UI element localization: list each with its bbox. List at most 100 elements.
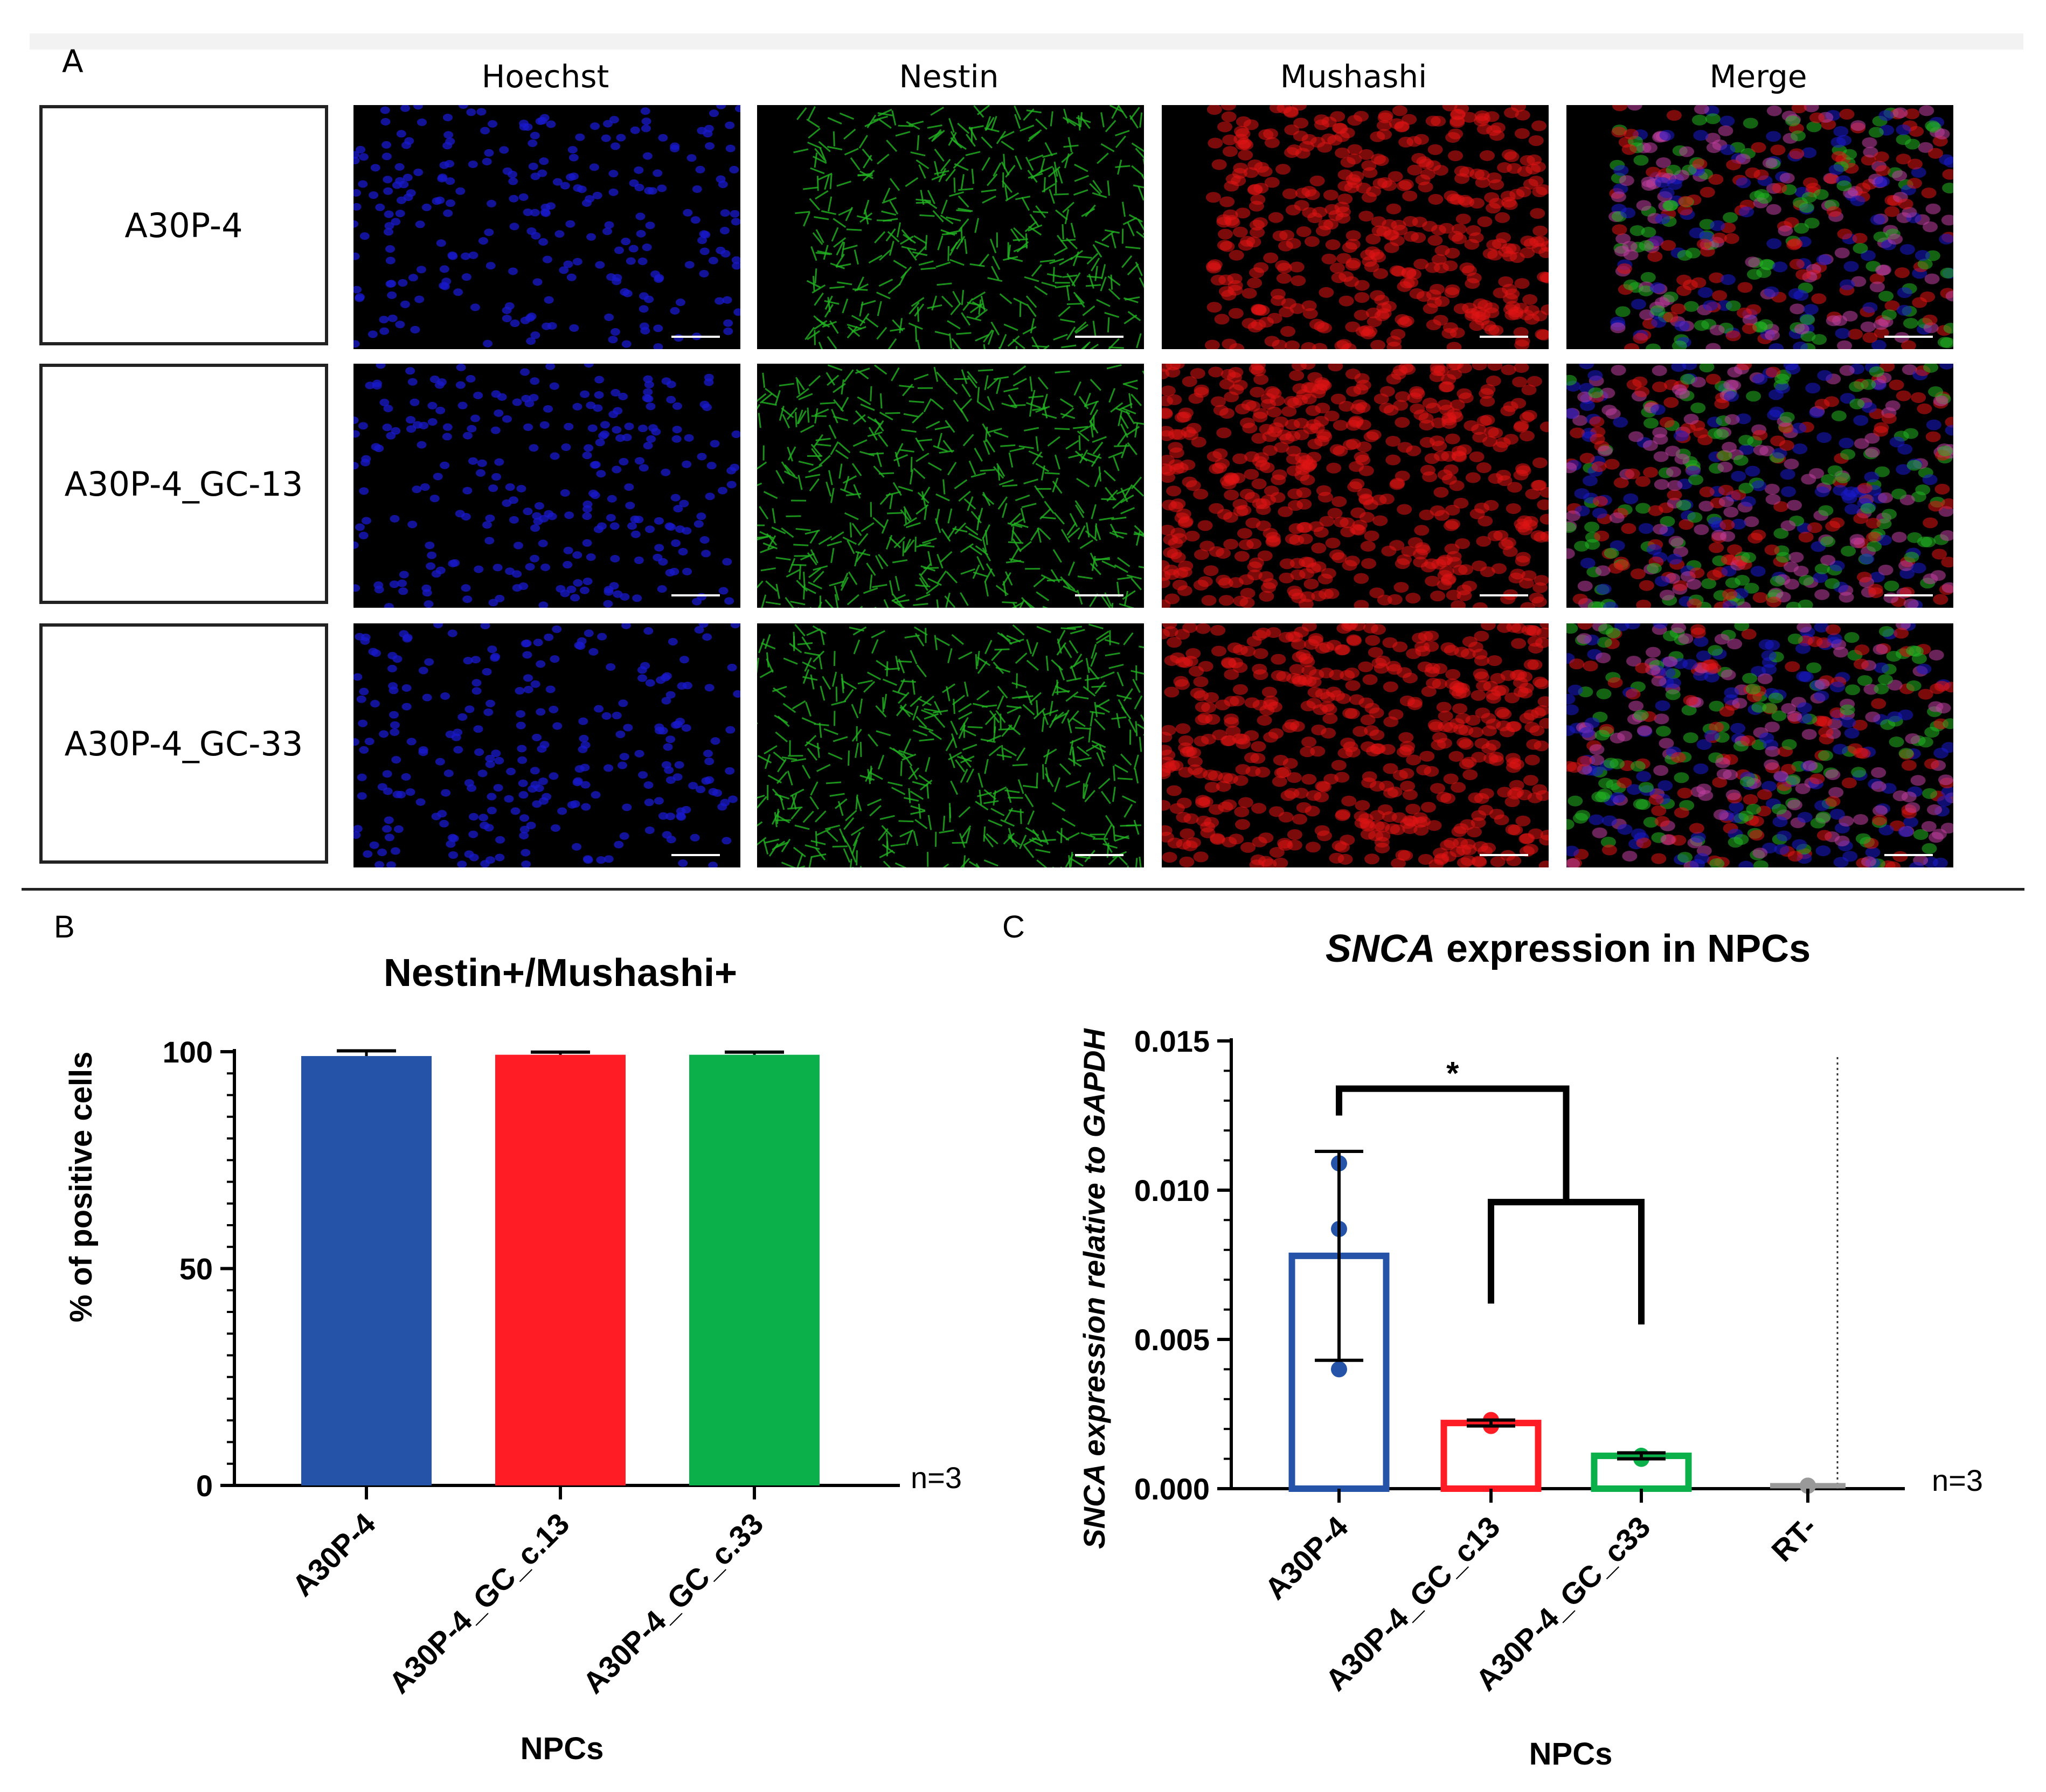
filament-mark: [806, 119, 820, 128]
nucleus-mark: [523, 423, 533, 431]
filament-mark: [816, 176, 819, 191]
cell-mark: [1311, 591, 1327, 602]
filament-mark: [894, 599, 910, 603]
cell-mark: [1264, 177, 1280, 188]
cell-mark: [1331, 760, 1347, 771]
nucleus-mark: [725, 144, 736, 152]
nucleus-mark: [568, 154, 579, 162]
nucleus-mark: [727, 663, 737, 671]
nucleus-mark: [619, 457, 629, 466]
cell-mark: [1667, 179, 1682, 190]
nucleus-mark: [449, 835, 459, 843]
filament-mark: [818, 342, 823, 349]
cell-mark: [1654, 713, 1669, 725]
cell-mark: [1906, 460, 1922, 471]
filament-mark: [1077, 746, 1090, 756]
nucleus-mark: [490, 654, 500, 662]
cell-mark: [1915, 484, 1931, 496]
cell-mark: [1758, 319, 1773, 330]
filament-mark: [1026, 304, 1037, 317]
cell-mark: [1445, 504, 1460, 516]
filament-mark: [1063, 585, 1078, 593]
filament-mark: [958, 711, 973, 720]
nucleus-mark: [455, 381, 466, 389]
cell-mark: [1904, 108, 1920, 120]
filament-mark: [836, 180, 851, 187]
filament-mark: [926, 584, 939, 595]
filament-mark: [774, 812, 778, 828]
cell-mark: [1476, 462, 1492, 474]
filament-mark: [930, 106, 944, 116]
cell-mark: [1596, 652, 1611, 663]
nucleus-mark: [639, 464, 649, 472]
filament-mark: [879, 393, 883, 409]
filament-mark: [1065, 780, 1080, 788]
nucleus-mark: [442, 114, 453, 122]
cell-mark: [1484, 192, 1500, 203]
nucleus-mark: [512, 570, 522, 578]
cell-mark: [1579, 453, 1595, 464]
cell-mark: [1437, 399, 1453, 411]
cell-mark: [1244, 730, 1259, 741]
cell-mark: [1472, 364, 1487, 371]
cell-mark: [1770, 575, 1785, 587]
cell-mark: [1234, 806, 1250, 817]
filament-mark: [1058, 305, 1071, 317]
cell-mark: [1162, 472, 1176, 483]
cell-mark: [1679, 146, 1695, 157]
filament-mark: [1088, 623, 1104, 630]
filament-mark: [1130, 393, 1142, 406]
cell-mark: [1829, 517, 1845, 529]
nucleus-mark: [379, 730, 389, 738]
filament-mark: [980, 295, 986, 311]
cell-mark: [1804, 105, 1819, 113]
cell-mark: [1301, 774, 1317, 785]
nucleus-mark: [642, 244, 652, 252]
cell-mark: [1738, 435, 1754, 446]
nucleus-mark: [588, 489, 599, 497]
nucleus-mark: [353, 252, 360, 260]
filament-mark: [938, 168, 947, 183]
cell-mark: [1824, 173, 1840, 184]
cell-mark: [1187, 756, 1203, 767]
cell-mark: [1225, 726, 1241, 737]
cell-mark: [1365, 233, 1381, 245]
filament-mark: [935, 261, 951, 268]
cell-mark: [1878, 290, 1894, 302]
filament-mark: [927, 304, 942, 309]
filament-mark: [927, 190, 935, 204]
cell-mark: [1228, 308, 1244, 319]
filament-mark: [805, 474, 821, 478]
cell-mark: [1222, 134, 1238, 145]
filament-mark: [924, 708, 939, 713]
nucleus-mark: [673, 505, 683, 513]
filament-mark: [1023, 108, 1035, 121]
cell-mark: [1442, 260, 1458, 272]
filament-mark: [1065, 853, 1074, 867]
filament-mark: [1062, 116, 1076, 127]
nucleus-mark: [620, 593, 630, 601]
cell-mark: [1480, 395, 1495, 407]
cell-mark: [1226, 372, 1242, 383]
nucleus-mark: [448, 252, 458, 260]
cell-mark: [1791, 105, 1807, 114]
filament-mark: [1023, 845, 1035, 858]
nucleus-mark: [544, 633, 554, 641]
filament-mark: [841, 673, 845, 689]
nucleus-mark: [699, 536, 710, 544]
filament-mark: [1006, 705, 1022, 709]
filament-mark: [1060, 413, 1076, 419]
nucleus-mark: [519, 120, 529, 128]
cell-mark: [1665, 446, 1681, 457]
nucleus-mark: [499, 146, 509, 154]
filament-mark: [1113, 766, 1116, 781]
cell-mark: [1323, 190, 1338, 201]
cell-mark: [1764, 483, 1780, 495]
filament-mark: [1028, 450, 1043, 458]
filament-mark: [1015, 652, 1028, 664]
cell-mark: [1919, 105, 1934, 116]
cell-mark: [1314, 321, 1329, 332]
nucleus-mark: [374, 861, 385, 867]
nucleus-mark: [521, 849, 531, 857]
cell-mark: [1700, 186, 1715, 198]
